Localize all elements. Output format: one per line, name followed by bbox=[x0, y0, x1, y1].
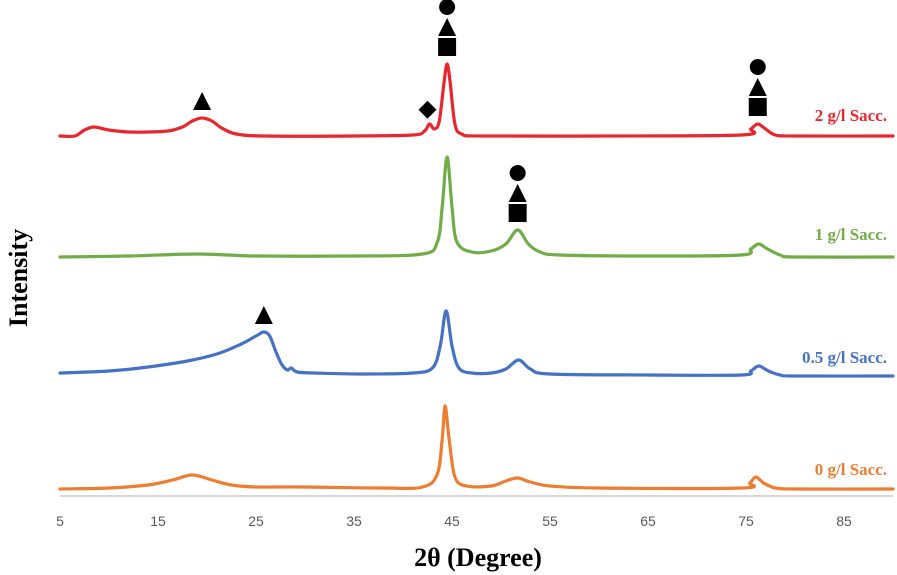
x-tick-label: 5 bbox=[56, 513, 64, 529]
x-tick-label: 85 bbox=[836, 513, 852, 529]
series-layer bbox=[58, 62, 895, 491]
triangle-marker-icon bbox=[254, 306, 273, 324]
x-tick-label: 75 bbox=[738, 513, 754, 529]
square-marker-icon bbox=[508, 204, 527, 222]
triangle-marker-icon bbox=[748, 78, 767, 96]
x-tick-label: 45 bbox=[444, 513, 460, 529]
circle-marker-icon bbox=[439, 0, 456, 15]
x-tick-label: 15 bbox=[150, 513, 166, 529]
series-line-1-g-l bbox=[58, 155, 895, 259]
series-line-2-g-l bbox=[58, 62, 895, 139]
x-axis-title: 2θ (Degree) bbox=[414, 543, 542, 572]
circle-marker-icon bbox=[509, 165, 526, 181]
series-label-0-5-g-l: 0.5 g/l Sacc. bbox=[802, 348, 887, 367]
square-marker-icon bbox=[438, 38, 457, 56]
series-label-1-g-l: 1 g/l Sacc. bbox=[815, 225, 887, 244]
x-tick-label: 25 bbox=[248, 513, 264, 529]
annotation-markers bbox=[193, 0, 767, 324]
y-axis-title: Intensity bbox=[4, 229, 33, 327]
series-line-0-5-g-l bbox=[58, 309, 895, 378]
series-line-0-g-l bbox=[58, 404, 895, 491]
triangle-marker-icon bbox=[193, 92, 212, 110]
series-label-2-g-l: 2 g/l Sacc. bbox=[815, 106, 887, 125]
circle-marker-icon bbox=[749, 59, 766, 75]
square-marker-icon bbox=[748, 98, 767, 116]
x-tick-label: 55 bbox=[542, 513, 558, 529]
x-tick-labels: 5 15 25 35 45 55 65 75 85 bbox=[56, 513, 852, 529]
x-tick-label: 35 bbox=[346, 513, 362, 529]
diamond-marker-icon bbox=[418, 100, 437, 119]
triangle-marker-icon bbox=[508, 184, 527, 202]
series-labels: 2 g/l Sacc. 1 g/l Sacc. 0.5 g/l Sacc. 0 g/l… bbox=[802, 106, 887, 479]
x-tick-label: 65 bbox=[640, 513, 656, 529]
triangle-marker-icon bbox=[438, 18, 457, 36]
series-label-0-g-l: 0 g/l Sacc. bbox=[815, 460, 887, 479]
